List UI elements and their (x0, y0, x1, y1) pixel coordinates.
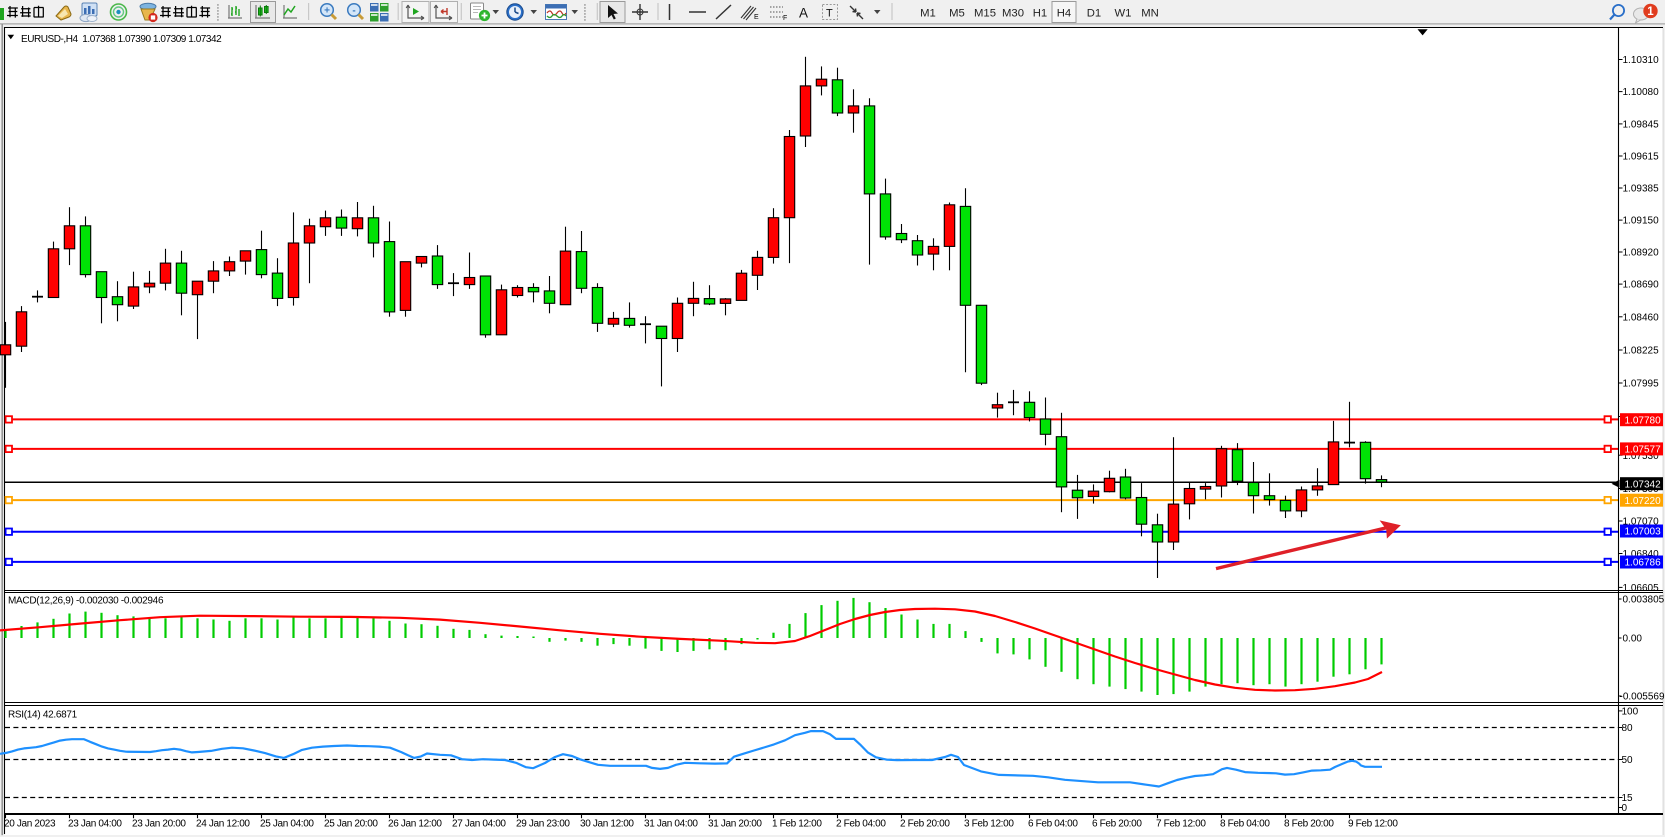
svg-text:25 Jan 20:00: 25 Jan 20:00 (324, 819, 378, 830)
svg-text:1.09150: 1.09150 (1623, 216, 1660, 227)
svg-text:1.07577: 1.07577 (1625, 445, 1662, 456)
svg-text:50: 50 (1622, 755, 1634, 766)
svg-text:1.06840: 1.06840 (1623, 549, 1660, 560)
svg-text:15: 15 (1622, 793, 1634, 804)
svg-text:H1: H1 (1033, 7, 1047, 19)
svg-text:6 Feb 04:00: 6 Feb 04:00 (1028, 819, 1078, 830)
svg-text:T: T (826, 8, 833, 20)
svg-text:E: E (754, 14, 759, 21)
svg-text:M1: M1 (920, 7, 936, 19)
svg-text:31 Jan 04:00: 31 Jan 04:00 (644, 819, 698, 830)
svg-text:H4: H4 (1057, 7, 1071, 19)
svg-text:1.07530: 1.07530 (1623, 451, 1660, 462)
svg-text:RSI(14) 42.6871: RSI(14) 42.6871 (8, 710, 78, 721)
svg-text:3 Feb 12:00: 3 Feb 12:00 (964, 819, 1014, 830)
svg-text:7 Feb 12:00: 7 Feb 12:00 (1156, 819, 1206, 830)
svg-text:29 Jan 23:00: 29 Jan 23:00 (516, 819, 570, 830)
svg-text:+: + (324, 5, 330, 16)
svg-text:1.08920: 1.08920 (1623, 248, 1660, 259)
svg-text:1.09385: 1.09385 (1623, 184, 1660, 195)
svg-text:6 Feb 20:00: 6 Feb 20:00 (1092, 819, 1142, 830)
svg-text:-0.005569: -0.005569 (1620, 692, 1665, 703)
svg-text:2 Feb 20:00: 2 Feb 20:00 (900, 819, 950, 830)
svg-text:M30: M30 (1002, 7, 1024, 19)
svg-text:M5: M5 (949, 7, 965, 19)
svg-text:1.08460: 1.08460 (1623, 312, 1660, 323)
svg-text:27 Jan 04:00: 27 Jan 04:00 (452, 819, 506, 830)
svg-text:2 Feb 04:00: 2 Feb 04:00 (836, 819, 886, 830)
svg-text:1.09845: 1.09845 (1623, 120, 1660, 131)
svg-text:100: 100 (1622, 707, 1639, 718)
svg-text:0: 0 (1622, 803, 1628, 814)
svg-text:1.06605: 1.06605 (1623, 583, 1660, 594)
svg-text:8 Feb 20:00: 8 Feb 20:00 (1284, 819, 1334, 830)
svg-text:1 Feb 12:00: 1 Feb 12:00 (772, 819, 822, 830)
svg-text:1.07342: 1.07342 (1625, 479, 1662, 490)
svg-text:23 Jan 04:00: 23 Jan 04:00 (68, 819, 122, 830)
svg-text:80: 80 (1622, 723, 1634, 734)
svg-text:M15: M15 (974, 7, 996, 19)
svg-text:0.00: 0.00 (1623, 634, 1643, 645)
svg-text:25 Jan 04:00: 25 Jan 04:00 (260, 819, 314, 830)
svg-text:1.10310: 1.10310 (1623, 55, 1660, 66)
svg-text:23 Jan 20:00: 23 Jan 20:00 (132, 819, 186, 830)
svg-text:20 Jan 2023: 20 Jan 2023 (4, 819, 56, 830)
svg-text:1.07780: 1.07780 (1625, 415, 1662, 426)
svg-text:1.09615: 1.09615 (1623, 152, 1660, 163)
svg-text:30 Jan 12:00: 30 Jan 12:00 (580, 819, 634, 830)
svg-text:31 Jan 20:00: 31 Jan 20:00 (708, 819, 762, 830)
svg-text:1: 1 (1647, 6, 1654, 18)
svg-text:1.08690: 1.08690 (1623, 280, 1660, 291)
svg-text:F: F (783, 15, 787, 22)
svg-text:D1: D1 (1087, 7, 1101, 19)
svg-text:-: - (352, 5, 355, 16)
svg-text:8 Feb 04:00: 8 Feb 04:00 (1220, 819, 1270, 830)
svg-text:MN: MN (1141, 7, 1159, 19)
svg-text:MACD(12,26,9) -0.002030 -0.002: MACD(12,26,9) -0.002030 -0.002946 (8, 596, 164, 607)
svg-text:1.07995: 1.07995 (1623, 379, 1660, 390)
svg-text:1.06786: 1.06786 (1625, 558, 1662, 569)
svg-text:W1: W1 (1115, 7, 1132, 19)
svg-text:EURUSD-,H4 1.07368 1.07390 1.: EURUSD-,H4 1.07368 1.07390 1.07309 1.073… (21, 34, 222, 45)
svg-text:A: A (799, 6, 808, 21)
svg-text:9 Feb 12:00: 9 Feb 12:00 (1348, 819, 1398, 830)
svg-text:26 Jan 12:00: 26 Jan 12:00 (388, 819, 442, 830)
svg-text:1.07070: 1.07070 (1623, 517, 1660, 528)
svg-text:1.10080: 1.10080 (1623, 87, 1660, 98)
svg-text:0.003805: 0.003805 (1623, 595, 1665, 606)
svg-text:1.07220: 1.07220 (1625, 496, 1662, 507)
svg-text:24 Jan 12:00: 24 Jan 12:00 (196, 819, 250, 830)
svg-text:1.08225: 1.08225 (1623, 346, 1660, 357)
svg-text:1.07003: 1.07003 (1625, 527, 1662, 538)
